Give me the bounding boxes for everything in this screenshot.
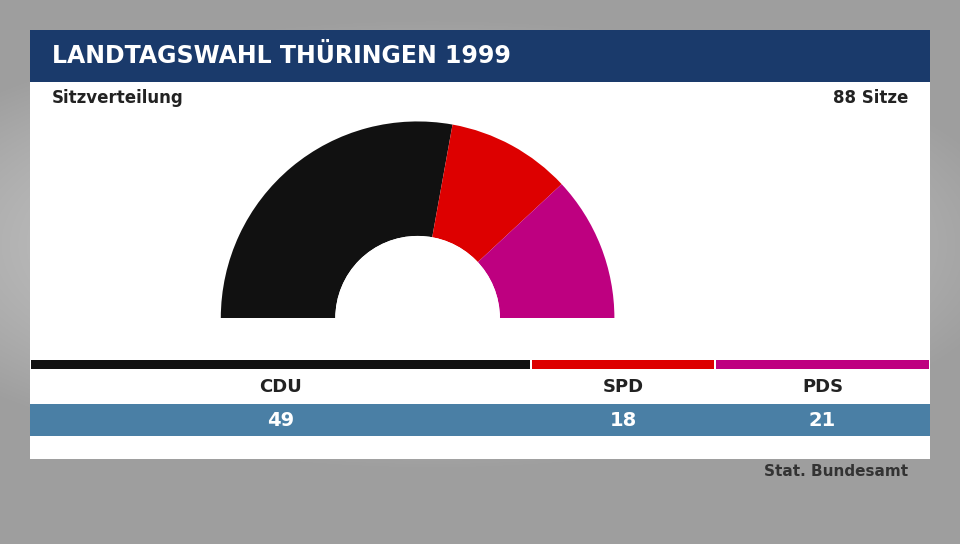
Text: Sitzverteilung: Sitzverteilung xyxy=(52,89,183,107)
Bar xyxy=(30,82,930,114)
Bar xyxy=(30,318,930,459)
Bar xyxy=(31,360,530,369)
Bar xyxy=(532,360,714,369)
Text: CDU: CDU xyxy=(259,378,302,396)
Bar xyxy=(30,369,930,404)
Wedge shape xyxy=(221,121,452,318)
Text: Stat. Bundesamt: Stat. Bundesamt xyxy=(764,465,908,479)
Text: 49: 49 xyxy=(267,411,294,430)
Bar xyxy=(30,114,930,459)
Text: 21: 21 xyxy=(809,411,836,430)
Wedge shape xyxy=(418,184,614,318)
Text: 88 Sitze: 88 Sitze xyxy=(832,89,908,107)
Text: PDS: PDS xyxy=(802,378,843,396)
Text: SPD: SPD xyxy=(603,378,644,396)
Text: 18: 18 xyxy=(610,411,636,430)
Circle shape xyxy=(336,237,499,400)
Circle shape xyxy=(336,237,499,400)
Bar xyxy=(716,360,929,369)
Bar xyxy=(30,404,930,436)
Text: LANDTAGSWAHL THÜRINGEN 1999: LANDTAGSWAHL THÜRINGEN 1999 xyxy=(52,44,511,68)
Bar xyxy=(30,30,930,82)
Wedge shape xyxy=(418,125,562,318)
